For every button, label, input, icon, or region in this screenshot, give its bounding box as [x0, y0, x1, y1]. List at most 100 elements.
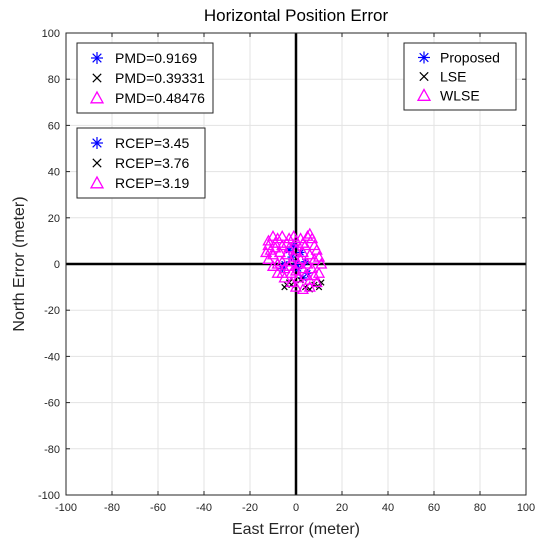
- triangle-shape: [301, 229, 314, 241]
- legend-upper-left: RCEP=3.45 RCEP=3.76 RCEP=3.19: [76, 127, 206, 199]
- data-marks: [259, 227, 328, 295]
- data-point-wlse: [264, 243, 277, 255]
- y-tick-label: 0: [54, 259, 60, 271]
- triangle-shape: [289, 243, 303, 255]
- chart-title: Horizontal Position Error: [204, 6, 389, 25]
- x-tick-label: -40: [196, 502, 212, 514]
- data-point-wlse: [269, 236, 282, 248]
- triangle-shape: [276, 266, 289, 278]
- y-tick-label: 80: [48, 74, 60, 86]
- y-axis-label: North Error (meter): [11, 196, 28, 331]
- legend-label: PMD=0.9169: [115, 50, 197, 66]
- y-tick-label: -80: [44, 444, 60, 456]
- data-point-wlse: [276, 266, 289, 278]
- data-point-wlse: [276, 239, 289, 251]
- legend-marker-wlse: [416, 88, 432, 101]
- x-stroke: [92, 73, 102, 83]
- data-point-wlse: [308, 269, 321, 281]
- triangle-shape: [259, 246, 273, 258]
- x-tick-label: -20: [242, 502, 258, 514]
- data-point-wlse: [280, 236, 293, 248]
- legend-marker-wlse: [89, 175, 105, 189]
- y-tick-label: -100: [38, 490, 60, 502]
- legend-label: LSE: [440, 69, 466, 85]
- triangle-shape: [308, 269, 321, 281]
- x-stroke: [92, 158, 102, 168]
- triangle-shape: [266, 229, 280, 241]
- legend-box: [76, 127, 206, 199]
- legend-label: RCEP=3.76: [115, 155, 190, 171]
- legend-label: RCEP=3.45: [115, 135, 190, 151]
- y-tick-label: 60: [48, 120, 60, 132]
- triangle-shape: [89, 175, 105, 189]
- triangle-shape: [280, 236, 293, 248]
- data-point-wlse: [259, 246, 273, 258]
- triangle-shape: [303, 248, 316, 260]
- triangle-shape: [266, 259, 280, 271]
- y-tick-label: -60: [44, 398, 60, 410]
- asterisk-stroke: [419, 52, 429, 63]
- legend-top-left: PMD=0.9169 PMD=0.39331 PMD=0.48476: [76, 42, 214, 114]
- legend-marker-lse: [419, 71, 429, 82]
- data-point-wlse: [305, 232, 319, 244]
- data-point-wlse: [308, 239, 321, 251]
- x-tick-label: 80: [474, 502, 486, 514]
- triangle-shape: [285, 255, 298, 267]
- legend-marker-proposed: [91, 137, 103, 149]
- asterisk-stroke: [92, 53, 102, 63]
- y-tick-label: 40: [48, 167, 60, 179]
- triangle-shape: [276, 255, 289, 267]
- legend-box: [403, 42, 517, 111]
- data-point-wlse: [301, 257, 314, 269]
- x-tick-label: -60: [150, 502, 166, 514]
- triangle-shape: [292, 257, 305, 269]
- triangle-shape: [287, 229, 300, 241]
- data-point-wlse: [292, 257, 305, 269]
- y-tick-label: -40: [44, 351, 60, 363]
- triangle-shape: [276, 239, 289, 251]
- data-point-wlse: [299, 269, 312, 281]
- data-point-wlse: [289, 243, 303, 255]
- plot-frame: [65, 32, 527, 496]
- x-tick-label: -100: [55, 502, 77, 514]
- data-point-wlse: [303, 280, 316, 292]
- triangle-shape: [303, 280, 316, 292]
- legend-marker-proposed: [418, 51, 430, 64]
- triangle-shape: [299, 239, 312, 251]
- data-point-wlse: [285, 255, 298, 267]
- legend-label: Proposed: [440, 50, 500, 66]
- legend-top-right: Proposed LSE WLSE: [403, 42, 517, 111]
- y-tick-label: -20: [44, 305, 60, 317]
- triangle-shape: [305, 232, 319, 244]
- triangle-shape: [312, 250, 326, 262]
- legends: ProposedLSEWLSEPMD=0.9169PMD=0.39331PMD=…: [76, 42, 517, 199]
- triangle-shape: [271, 257, 284, 269]
- data-point-lse: [318, 279, 325, 286]
- data-point-wlse: [296, 246, 310, 258]
- data-point-wlse: [301, 229, 314, 241]
- data-point-wlse: [308, 253, 321, 265]
- data-point-wlse: [303, 248, 316, 260]
- y-tick-labels: -100 -80 -60 -40 -20 0 20 40 60 80 100: [38, 28, 60, 502]
- data-point-wlse: [266, 229, 280, 241]
- triangle-shape: [308, 239, 321, 251]
- legend-label: PMD=0.39331: [115, 70, 205, 86]
- data-point-wlse: [299, 239, 312, 251]
- data-point-wlse: [266, 259, 280, 271]
- triangle-shape: [264, 243, 277, 255]
- asterisk-stroke: [92, 138, 102, 148]
- x-stroke: [301, 283, 309, 291]
- triangle-shape: [301, 257, 314, 269]
- triangle-shape: [269, 241, 282, 253]
- data-point-wlse: [280, 248, 293, 260]
- triangle-shape: [296, 246, 310, 258]
- x-stroke: [419, 71, 429, 82]
- triangle-shape: [280, 248, 293, 260]
- legend-marker-wlse: [89, 90, 105, 104]
- y-tick-label: 20: [48, 213, 60, 225]
- y-tick-label: 100: [42, 28, 60, 40]
- data-point-wlse: [287, 229, 300, 241]
- legend-marker-lse: [92, 73, 102, 83]
- x-tick-label: 20: [336, 502, 348, 514]
